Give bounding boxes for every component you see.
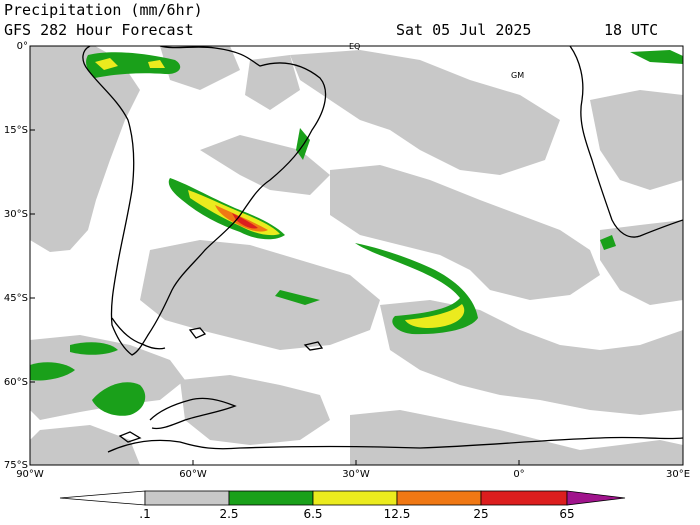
colorbar-extreme-triangle <box>566 490 626 506</box>
falkland-islands <box>188 327 207 339</box>
lon-label-60w: 60°W <box>179 469 207 480</box>
lat-label-15s: 15°S <box>3 125 28 136</box>
lon-label-30w: 30°W <box>342 469 370 480</box>
tierra-del-fuego <box>111 317 166 350</box>
lat-label-0: 0° <box>16 41 28 52</box>
colorbar-under-triangle <box>59 490 146 506</box>
colorbar-heavy <box>312 490 398 506</box>
south-america-coast <box>82 46 327 356</box>
axis-ticks <box>29 45 684 466</box>
heavy-precip-area <box>95 58 465 328</box>
map-title: Precipitation (mm/6hr) <box>4 1 203 19</box>
lat-label-30s: 30°S <box>3 209 28 220</box>
greenwich-marker: GM <box>511 71 525 80</box>
africa-coast <box>569 46 683 238</box>
lon-label-30e: 30°E <box>665 469 691 480</box>
south-georgia-island <box>303 341 324 351</box>
colorbar-very-heavy <box>396 490 482 506</box>
colorbar-label-25: 25 <box>473 507 489 521</box>
light-precip-area <box>30 46 683 465</box>
coastlines <box>82 46 683 453</box>
colorbar <box>59 490 626 506</box>
lon-label-90w: 90°W <box>16 469 44 480</box>
colorbar-label-65: 65 <box>559 507 575 521</box>
lat-label-45s: 45°S <box>3 293 28 304</box>
colorbar-label-6-5: 6.5 <box>303 507 323 521</box>
map-content <box>30 46 683 465</box>
forecast-subtitle: GFS 282 Hour Forecast <box>4 21 194 39</box>
south-shetland-islands <box>118 431 142 443</box>
lat-label-60s: 60°S <box>3 377 28 388</box>
colorbar-label-2-5: 2.5 <box>219 507 239 521</box>
lon-label-0: 0° <box>513 469 525 480</box>
antarctic-peninsula-coast <box>149 397 237 430</box>
colorbar-moderate <box>228 490 314 506</box>
colorbar-light <box>144 490 230 506</box>
equator-marker: EQ <box>349 42 361 51</box>
colorbar-label-0-1: .1 <box>139 507 151 521</box>
lat-label-75s: 75°S <box>3 460 28 471</box>
forecast-date: Sat 05 Jul 2025 <box>396 21 532 39</box>
antarctica-coast <box>107 436 683 453</box>
colorbar-intense <box>480 490 568 506</box>
forecast-time: 18 UTC <box>604 21 659 39</box>
colorbar-label-12-5: 12.5 <box>383 507 411 521</box>
